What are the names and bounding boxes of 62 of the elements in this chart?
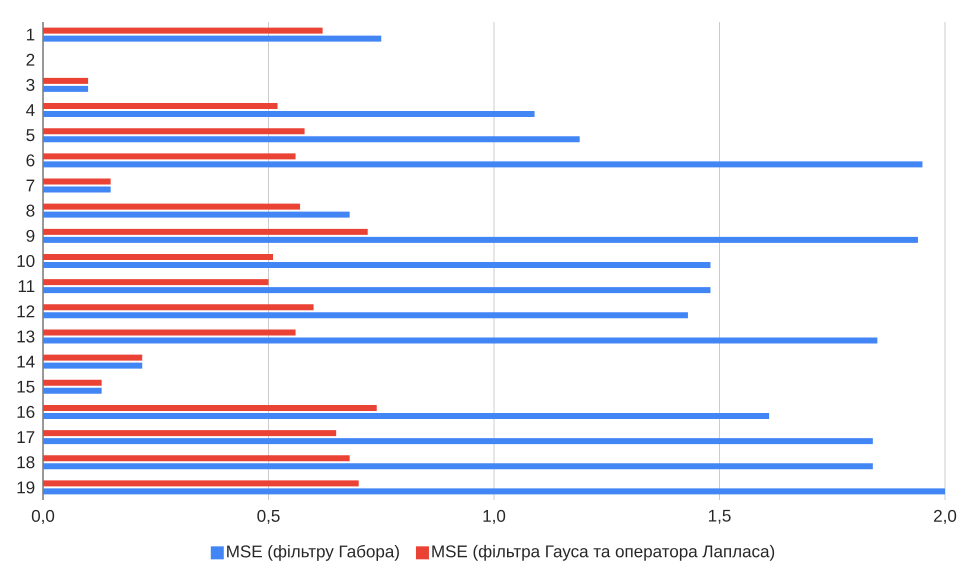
bar [43, 86, 88, 92]
x-tick-label: 0,0 [32, 510, 54, 524]
bar [43, 329, 296, 336]
bar [43, 228, 368, 235]
y-tick-label: 4 [26, 104, 35, 116]
bar [43, 103, 278, 110]
bar [43, 204, 300, 210]
y-tick-label: 8 [26, 204, 34, 217]
x-tick-label: 1,0 [483, 510, 506, 524]
legend-label: MSE (фільтру Габора) [227, 544, 399, 561]
bar [43, 362, 142, 369]
bar [43, 178, 111, 185]
bar [43, 111, 535, 118]
y-tick-label: 15 [18, 380, 34, 393]
y-tick-label: 17 [18, 431, 34, 443]
y-tick-label: 12 [18, 305, 34, 318]
bar [43, 412, 770, 419]
bar [43, 36, 382, 42]
bar [43, 28, 323, 34]
bar [43, 354, 142, 361]
y-tick-label: 14 [18, 356, 35, 368]
bar [43, 254, 274, 260]
bar [43, 488, 946, 494]
legend-label: MSE (фільтра Гауса та оператора Лапласа) [432, 544, 774, 561]
bar [43, 480, 359, 486]
y-tick-label: 19 [18, 481, 34, 494]
y-tick-label: 10 [18, 254, 34, 268]
bar [43, 161, 922, 168]
y-tick-label: 16 [18, 406, 34, 418]
bar [43, 212, 350, 218]
bar [43, 388, 102, 394]
x-tick-label: 2,0 [934, 510, 956, 524]
bar [43, 337, 878, 344]
bar [43, 262, 710, 268]
bar [43, 153, 296, 160]
y-tick-label: 2 [26, 54, 34, 66]
x-tick-label: 0,5 [257, 510, 280, 524]
bar [43, 279, 269, 286]
bar [43, 430, 336, 436]
bar [43, 128, 305, 134]
bar [43, 186, 111, 193]
y-tick-label: 18 [18, 456, 34, 468]
bar [43, 312, 688, 318]
y-tick-label: 6 [26, 154, 34, 166]
bar [43, 236, 918, 243]
y-tick-label: 5 [26, 129, 34, 142]
bar [43, 78, 88, 84]
bar [43, 287, 710, 294]
y-tick-label: 9 [26, 230, 34, 242]
y-tick-label: 3 [26, 78, 34, 91]
y-tick-label: 1 [26, 28, 34, 40]
y-tick-label: 13 [18, 330, 34, 342]
bar [43, 380, 102, 386]
bar [43, 463, 873, 470]
bar [43, 304, 314, 310]
bar [43, 438, 873, 444]
bar [43, 404, 377, 411]
x-tick-label: 1,5 [708, 510, 731, 524]
bar [43, 136, 580, 142]
y-tick-label: 7 [26, 180, 34, 192]
y-tick-label: 11 [18, 280, 34, 292]
bar [43, 455, 350, 462]
